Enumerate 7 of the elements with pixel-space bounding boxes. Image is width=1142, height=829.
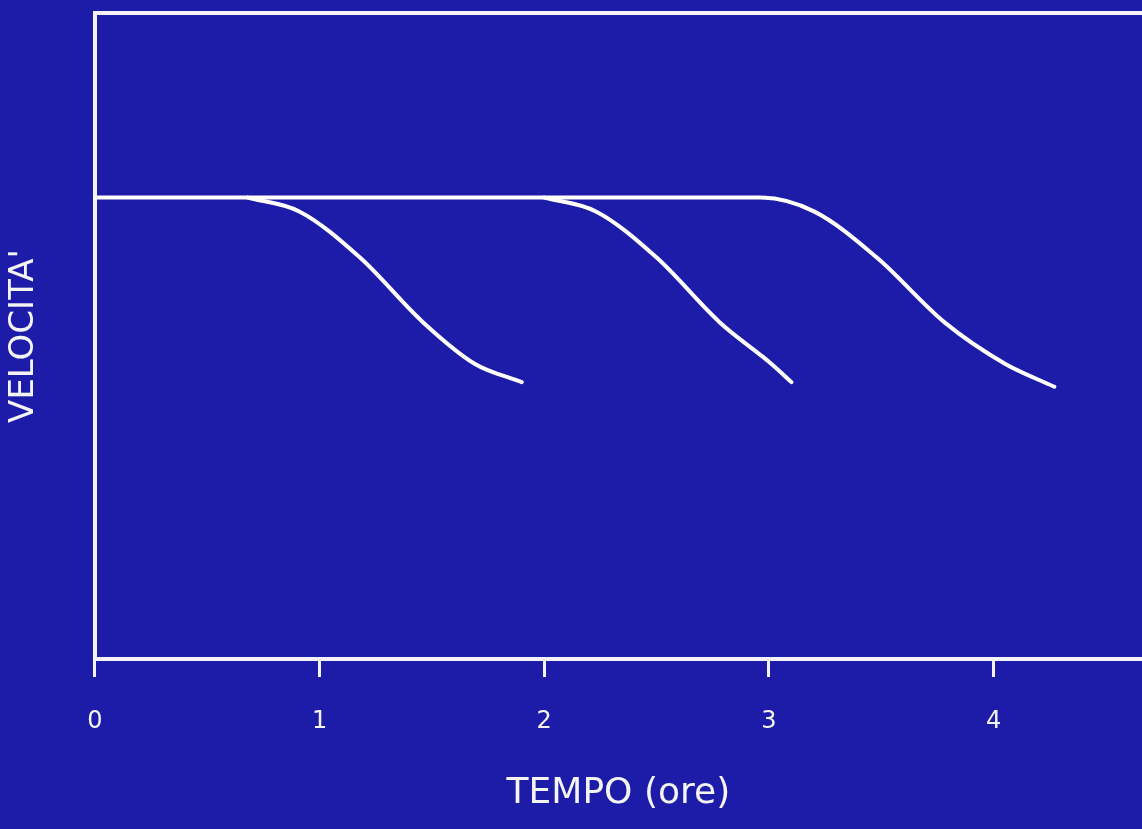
x-tick-label: 4 <box>986 705 1002 734</box>
y-axis-title: VELOCITA' <box>1 249 42 423</box>
x-tick-label: 1 <box>311 705 328 734</box>
x-axis-title: TEMPO (ore) <box>505 769 731 811</box>
x-tick-label: 3 <box>761 705 777 734</box>
x-tick-label: 0 <box>87 705 103 734</box>
x-tick-label: 2 <box>536 705 552 734</box>
